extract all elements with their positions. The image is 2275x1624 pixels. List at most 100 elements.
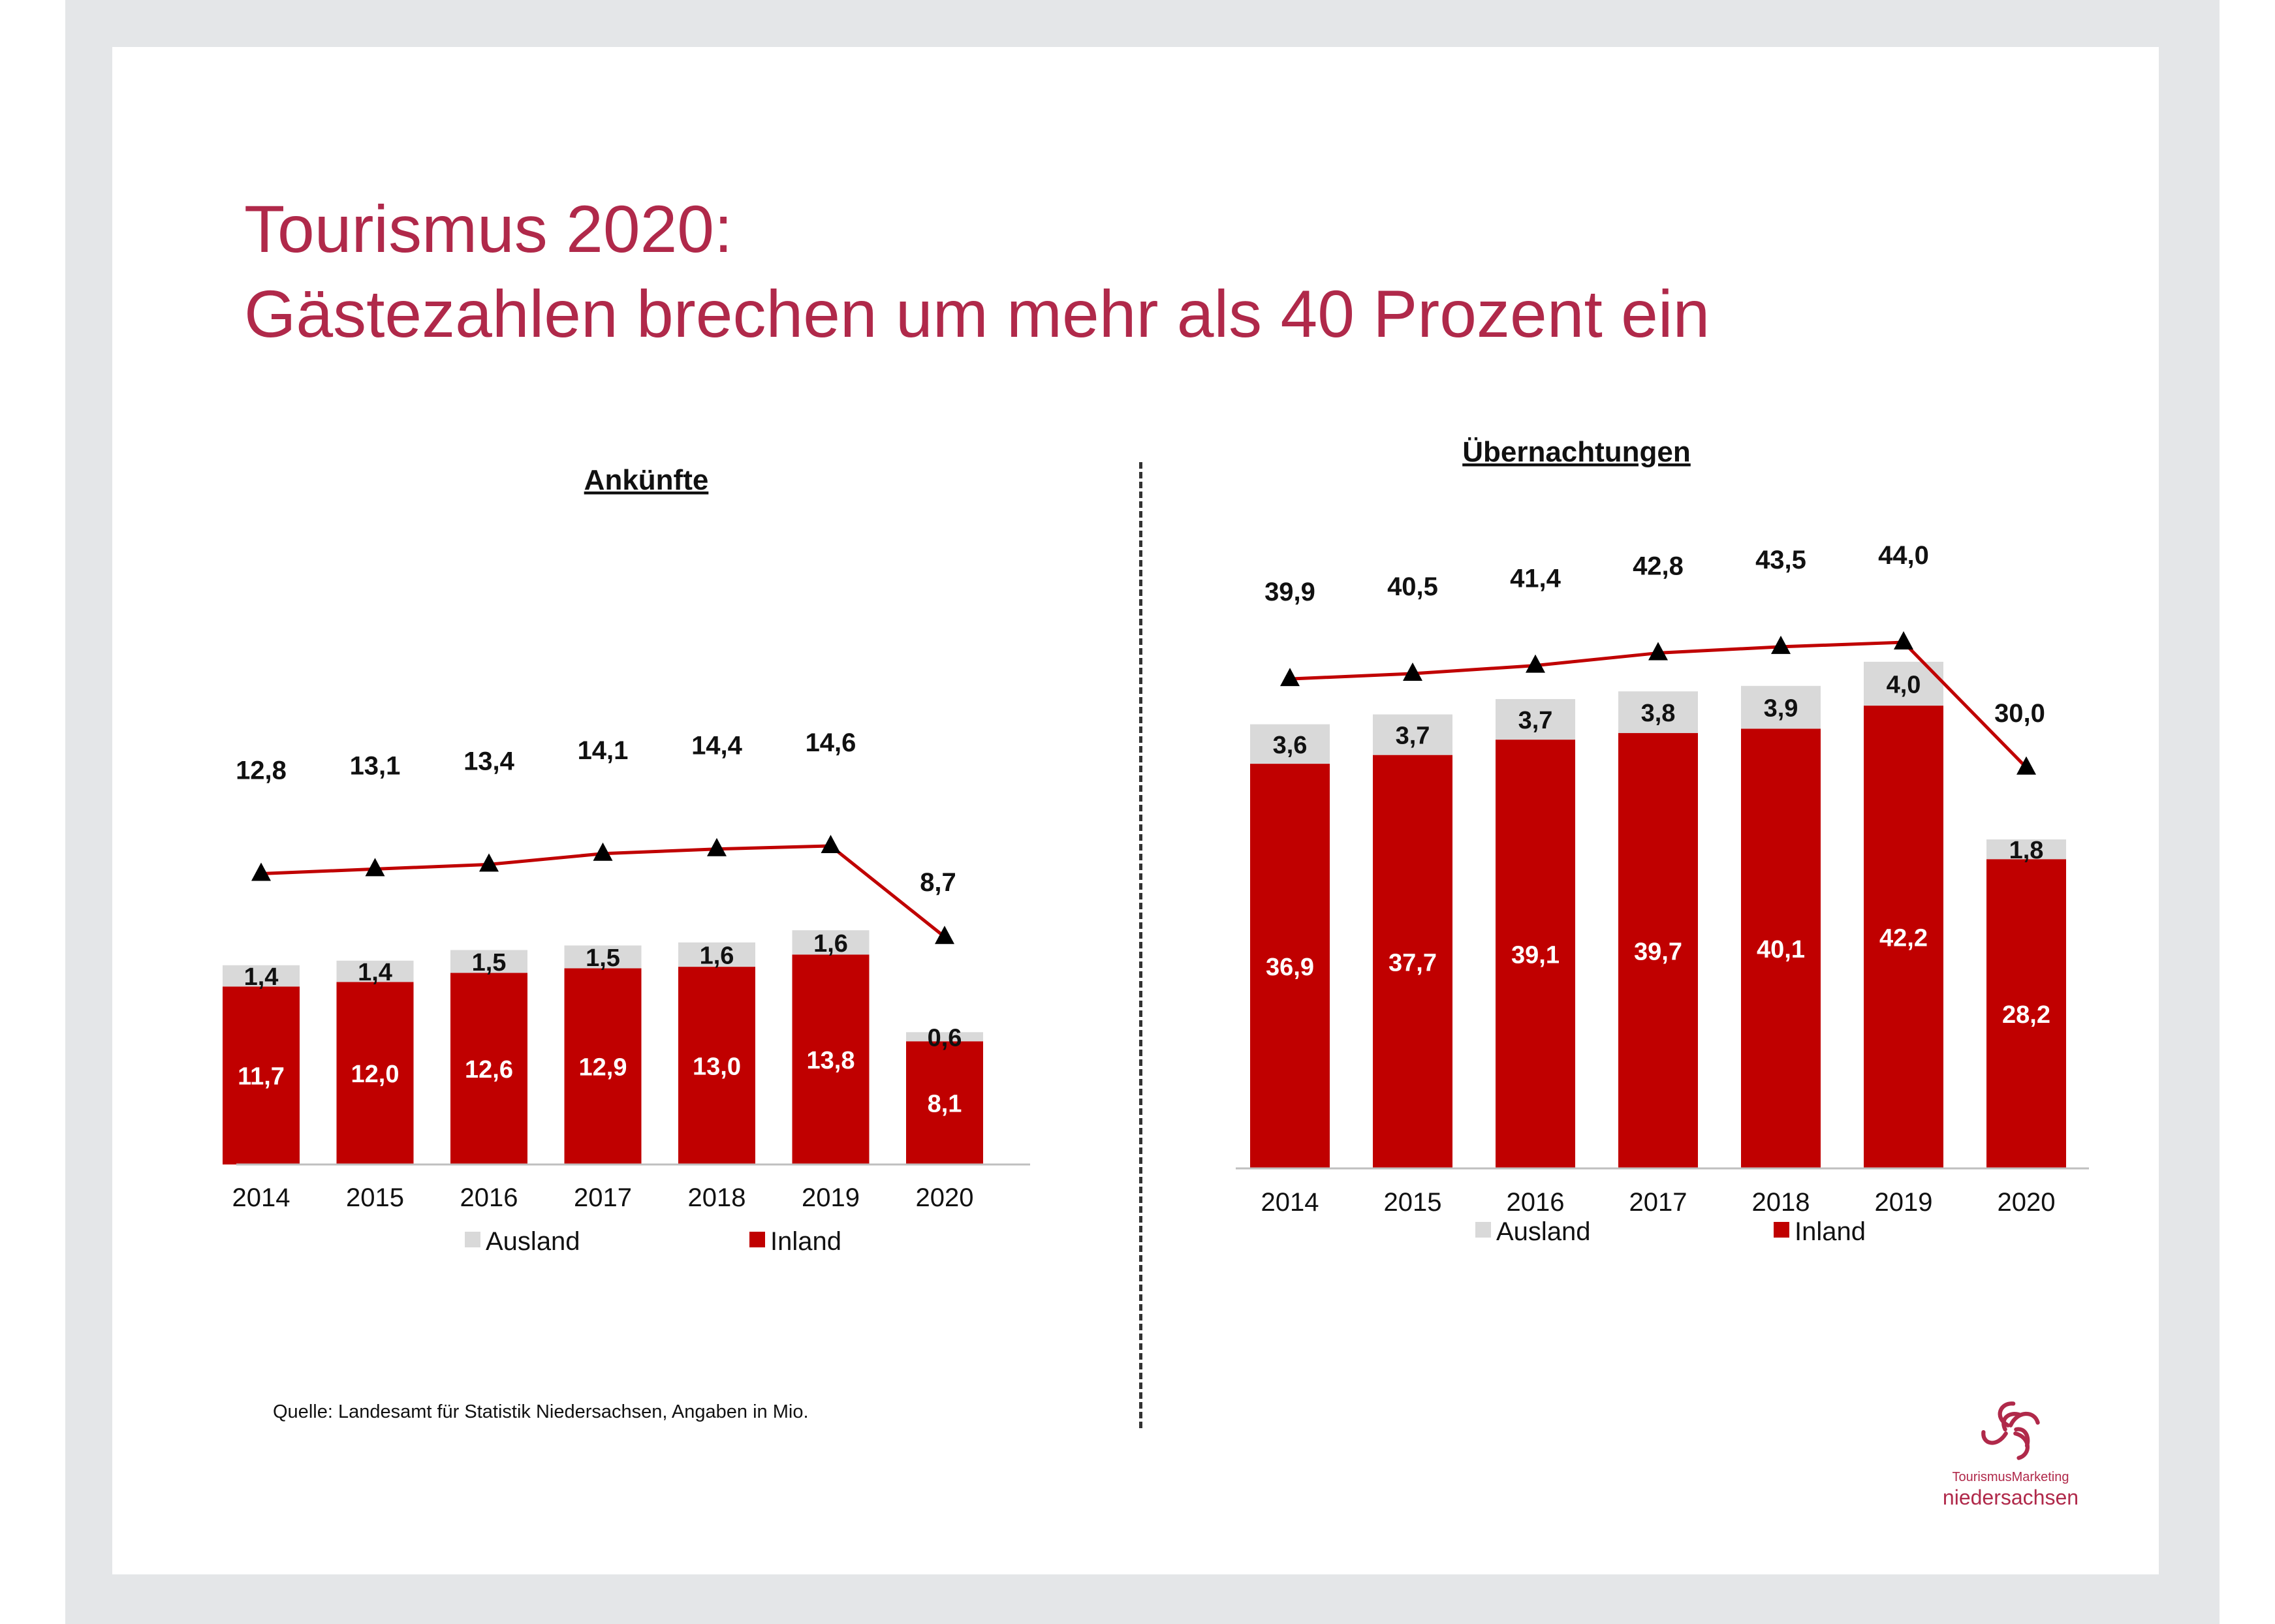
arrivals-label-ausland-2016: 1,5 (472, 949, 507, 976)
nights-total-label-2019: 44,0 (1878, 541, 1929, 570)
arrivals-year-2016: 2016 (460, 1183, 518, 1212)
nights-label-inland-2015: 37,7 (1389, 949, 1437, 976)
arrivals-total-label-2020: 8,7 (920, 868, 956, 897)
nights-legend-swatch-ausland (1475, 1222, 1491, 1238)
nights-legend-label-inland: Inland (1795, 1217, 1866, 1246)
arrivals-total-marker-2015 (365, 858, 385, 877)
nights-label-inland-2019: 42,2 (1879, 925, 1928, 952)
arrivals-bar-inland-2017 (564, 968, 642, 1164)
arrivals-total-marker-2020 (935, 926, 954, 945)
nights-year-2018: 2018 (1752, 1188, 1810, 1217)
nights-year-2016: 2016 (1507, 1188, 1565, 1217)
arrivals-total-label-2016: 13,4 (463, 747, 515, 775)
arrivals-label-ausland-2015: 1,4 (358, 959, 392, 986)
arrivals-bar-ausland-2015 (336, 960, 414, 982)
nights-total-marker-2020 (2016, 756, 2036, 775)
arrivals-bar-inland-2020 (906, 1041, 983, 1164)
arrivals-label-ausland-2020: 0,6 (928, 1024, 962, 1052)
nights-label-ausland-2020: 1,8 (2009, 837, 2044, 864)
arrivals-bar-inland-2018 (678, 967, 755, 1164)
nights-bar-inland-2019 (1864, 706, 1943, 1168)
nights-bar-inland-2017 (1618, 733, 1698, 1168)
arrivals-label-inland-2016: 12,6 (465, 1056, 513, 1084)
nights-bar-inland-2018 (1741, 728, 1821, 1168)
arrivals-year-2020: 2020 (916, 1183, 974, 1212)
nights-bar-ausland-2016 (1496, 698, 1575, 740)
arrivals-year-2014: 2014 (232, 1183, 290, 1212)
arrivals-bar-inland-2019 (792, 954, 870, 1164)
chart-divider (1139, 462, 1142, 1428)
nights-label-ausland-2017: 3,8 (1641, 700, 1676, 727)
arrivals-year-2015: 2015 (346, 1183, 404, 1212)
nights-bar-ausland-2018 (1741, 685, 1821, 729)
arrivals-total-marker-2014 (251, 862, 271, 881)
slide-title: Tourismus 2020: Gästezahlen brechen um m… (244, 187, 1710, 356)
arrivals-year-2019: 2019 (802, 1183, 860, 1212)
nights-total-marker-2019 (1894, 631, 1913, 649)
nights-total-label-2017: 42,8 (1633, 552, 1684, 580)
slide-title-line1: Tourismus 2020: (244, 192, 733, 266)
nights-total-label-2015: 40,5 (1387, 572, 1438, 601)
nights-bar-inland-2014 (1250, 764, 1330, 1168)
nights-label-ausland-2018: 3,9 (1764, 695, 1798, 723)
nights-year-2019: 2019 (1875, 1188, 1933, 1217)
nights-chart-title: Übernachtungen (1462, 436, 1691, 468)
nights-total-marker-2014 (1280, 668, 1300, 687)
arrivals-label-inland-2019: 13,8 (807, 1047, 855, 1074)
nights-year-2014: 2014 (1261, 1188, 1319, 1217)
nights-total-marker-2018 (1771, 635, 1791, 654)
nights-legend-swatch-inland (1774, 1222, 1789, 1238)
nights-label-ausland-2019: 4,0 (1887, 671, 1921, 698)
arrivals-label-ausland-2017: 1,5 (586, 945, 620, 972)
arrivals-legend-label-inland: Inland (770, 1227, 841, 1256)
nights-total-label-2018: 43,5 (1755, 546, 1806, 574)
nights-bar-inland-2016 (1496, 740, 1575, 1168)
arrivals-total-label-2015: 13,1 (350, 751, 401, 780)
slide-title-line2: Gästezahlen brechen um mehr als 40 Proze… (244, 277, 1710, 351)
arrivals-label-inland-2018: 13,0 (693, 1054, 741, 1081)
arrivals-bar-ausland-2018 (678, 942, 755, 967)
nights-label-ausland-2014: 3,6 (1273, 732, 1308, 759)
arrivals-legend-label-ausland: Ausland (486, 1227, 580, 1256)
arrivals-label-inland-2015: 12,0 (351, 1061, 400, 1088)
arrivals-year-2017: 2017 (574, 1183, 632, 1212)
arrivals-legend-swatch-ausland (465, 1232, 480, 1247)
nights-label-inland-2018: 40,1 (1757, 936, 1805, 963)
arrivals-bar-inland-2016 (450, 973, 527, 1164)
source-note: Quelle: Landesamt für Statistik Niedersa… (273, 1401, 809, 1422)
arrivals-legend-swatch-inland (749, 1232, 765, 1247)
overnight-stays-chart: Übernachtungen 36,9 3,6 2014 37,7 3,7 2015 39,1… (1236, 436, 2089, 1246)
logo-text-bottom: niedersachsen (1942, 1486, 2079, 1509)
nights-label-inland-2017: 39,7 (1634, 939, 1682, 966)
arrivals-bar-ausland-2014 (223, 965, 300, 987)
nights-total-marker-2017 (1648, 642, 1668, 661)
arrivals-total-label-2017: 14,1 (578, 736, 629, 765)
arrivals-bar-inland-2014 (223, 986, 300, 1164)
nights-total-label-2014: 39,9 (1264, 578, 1315, 606)
arrivals-label-ausland-2019: 1,6 (813, 930, 848, 958)
nights-year-2017: 2017 (1629, 1188, 1687, 1217)
nights-bar-ausland-2017 (1618, 691, 1698, 734)
arrivals-total-marker-2019 (821, 835, 841, 853)
nights-label-ausland-2015: 3,7 (1396, 723, 1430, 750)
nights-bar-ausland-2014 (1250, 724, 1330, 764)
nights-label-inland-2020: 28,2 (2002, 1001, 2050, 1029)
arrivals-bar-ausland-2016 (450, 950, 527, 973)
nights-total-marker-2015 (1403, 662, 1422, 681)
nights-bar-inland-2020 (1986, 859, 2066, 1168)
nights-legend-label-ausland: Ausland (1496, 1217, 1591, 1246)
logo-text-top: TourismusMarketing (1952, 1470, 2069, 1484)
nights-total-marker-2016 (1526, 654, 1545, 673)
arrivals-total-marker-2018 (707, 837, 727, 856)
arrivals-total-marker-2016 (479, 853, 499, 872)
nights-bar-ausland-2020 (1986, 839, 2066, 860)
spiral-logo-icon (1981, 1401, 2040, 1460)
nights-year-2020: 2020 (1998, 1188, 2056, 1217)
arrivals-bar-inland-2015 (336, 982, 414, 1164)
arrivals-total-label-2014: 12,8 (236, 756, 287, 785)
arrivals-bar-ausland-2017 (564, 945, 642, 969)
nights-label-ausland-2016: 3,7 (1518, 707, 1553, 734)
nights-bar-inland-2015 (1373, 755, 1452, 1168)
arrivals-chart: Ankünfte 11,7 1,4 2014 12,0 1,4 2015 12,6 1,5 201… (223, 464, 1030, 1256)
arrivals-label-inland-2020: 8,1 (928, 1091, 962, 1118)
